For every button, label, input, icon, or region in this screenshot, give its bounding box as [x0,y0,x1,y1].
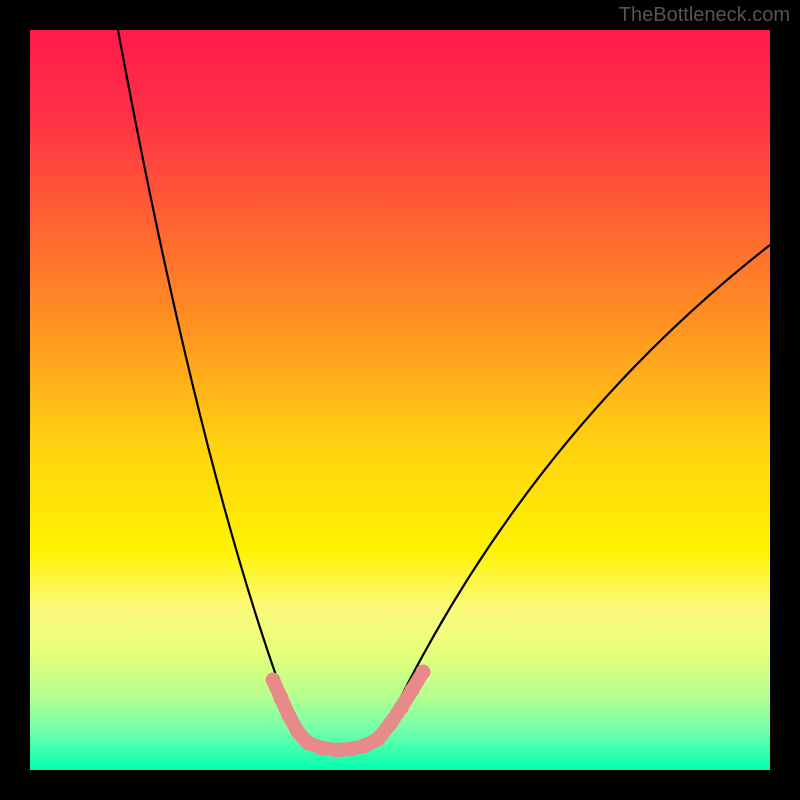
highlight-dot [394,701,409,716]
highlight-dot [371,732,386,747]
highlight-dot [274,691,289,706]
highlight-dot [266,673,281,688]
highlight-dot [282,709,297,724]
highlight-dot [301,736,316,751]
gradient-background [30,30,770,770]
highlight-dot [357,739,372,754]
highlight-dot [383,717,398,732]
highlight-dot [329,743,344,758]
highlight-dot [343,742,358,757]
bottleneck-curve-chart [0,0,800,800]
highlight-dot [315,741,330,756]
highlight-dot [416,665,431,680]
watermark-text: TheBottleneck.com [619,4,790,27]
chart-frame: TheBottleneck.com [0,0,800,800]
highlight-dot [405,683,420,698]
